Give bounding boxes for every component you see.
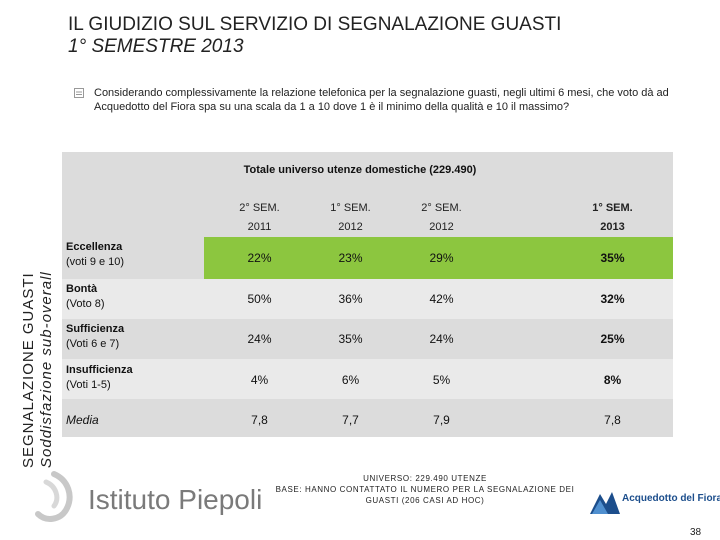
mountain-logo-icon — [590, 492, 620, 514]
row-label: Insufficienza (Voti 1-5) — [66, 363, 133, 393]
logo-acquedotto: Acquedotto del Fiora — [588, 484, 720, 520]
table-cell: 5% — [432, 373, 451, 387]
side-label-line1: SEGNALAZIONE GUASTI — [20, 272, 37, 468]
table-cell: 25% — [600, 332, 625, 346]
table-cell: 8% — [603, 373, 622, 387]
question-text: Considerando complessivamente la relazio… — [94, 87, 669, 113]
column-header-line1: 2° SEM. — [239, 202, 280, 214]
column-header-line1: 1° SEM. — [592, 202, 633, 214]
table-cell: 22% — [247, 251, 272, 265]
footer-note: UNIVERSO: 229.490 UTENZE BASE: HANNO CON… — [275, 473, 575, 506]
column-header-line2: 2011 — [247, 221, 272, 233]
page-number: 38 — [690, 527, 702, 538]
table-cell: 7,8 — [251, 413, 268, 427]
table-cell: 6% — [341, 373, 360, 387]
column-header: 2° SEM. 2012 — [389, 199, 494, 237]
table-cell: 4% — [250, 373, 269, 387]
page-title-line2: 1° SEMESTRE 2013 — [68, 36, 244, 57]
row-label: Eccellenza (voti 9 e 10) — [66, 240, 124, 270]
row-label-main: Sufficienza — [66, 323, 125, 335]
column-header-line2: 2013 — [600, 221, 625, 233]
row-label: Bontà (Voto 8) — [66, 282, 105, 312]
row-label-main: Bontà — [66, 283, 98, 295]
row-label-main: Insufficienza — [66, 364, 133, 376]
row-label-sub: (Voti 1-5) — [66, 379, 111, 391]
column-header: 1° SEM. 2012 — [298, 199, 403, 237]
piepoli-mark-icon — [35, 471, 73, 522]
column-header-line1: 1° SEM. — [330, 202, 371, 214]
side-label-line2: Soddisfazione sub-overall — [38, 271, 55, 468]
footer-note-line: BASE: HANNO CONTATTATO IL NUMERO PER LA … — [275, 485, 575, 494]
panel-title: Totale universo utenze domestiche (229.4… — [243, 164, 477, 176]
row-label-sub: (Voti 6 e 7) — [66, 338, 120, 350]
footer-note-line: GUASTI (206 CASI AD HOC) — [365, 496, 485, 505]
table-cell: 32% — [600, 292, 625, 306]
logo-istituto-piepoli: Istituto Piepoli — [28, 468, 268, 528]
row-label-main: Media — [66, 413, 99, 427]
table-cell: 42% — [429, 292, 454, 306]
table-cell: 24% — [429, 332, 454, 346]
column-header-line1: 2° SEM. — [421, 202, 462, 214]
page-title: IL GIUDIZIO SUL SERVIZIO DI SEGNALAZIONE… — [68, 14, 561, 58]
table-cell: 36% — [338, 292, 363, 306]
table-cell: 7,9 — [433, 413, 450, 427]
row-background — [62, 279, 673, 319]
row-label: Media — [66, 413, 99, 428]
row-label-sub: (Voto 8) — [66, 298, 105, 310]
table-cell: 23% — [338, 251, 363, 265]
table-cell: 7,7 — [342, 413, 359, 427]
row-label-sub: (voti 9 e 10) — [66, 256, 125, 268]
column-header-line2: 2012 — [429, 221, 454, 233]
column-header: 1° SEM. 2013 — [560, 199, 665, 237]
table-cell: 35% — [600, 251, 625, 265]
survey-question: Considerando complessivamente la relazio… — [74, 86, 674, 114]
row-label-main: Eccellenza — [66, 241, 123, 253]
table-cell: 24% — [247, 332, 272, 346]
logo-left-text: Istituto Piepoli — [88, 484, 263, 515]
question-bullet-icon — [74, 88, 84, 98]
row-label: Sufficienza (Voti 6 e 7) — [66, 322, 124, 352]
column-header: 2° SEM. 2011 — [207, 199, 312, 237]
side-label: SEGNALAZIONE GUASTI Soddisfazione sub-ov… — [20, 238, 68, 468]
column-header-line2: 2012 — [338, 221, 363, 233]
table-cell: 7,8 — [604, 413, 621, 427]
footer-note-line: UNIVERSO: 229.490 UTENZE — [363, 474, 487, 483]
page-title-line1: IL GIUDIZIO SUL SERVIZIO DI SEGNALAZIONE… — [68, 14, 562, 35]
row-background — [62, 359, 673, 399]
table-cell: 50% — [247, 292, 272, 306]
table-cell: 35% — [338, 332, 363, 346]
highlight-row — [204, 237, 673, 279]
table-cell: 29% — [429, 251, 454, 265]
logo-right-text: Acquedotto del Fiora — [622, 493, 720, 504]
